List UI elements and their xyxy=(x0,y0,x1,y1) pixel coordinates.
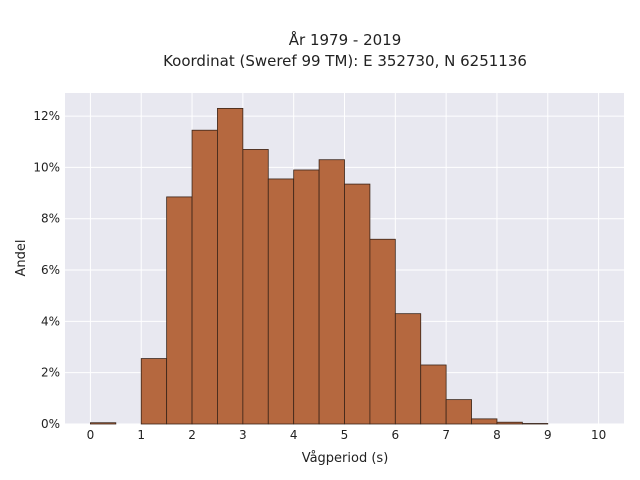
x-tick-label: 10 xyxy=(591,428,606,442)
x-tick-label: 3 xyxy=(239,428,247,442)
histogram-bar xyxy=(394,313,422,425)
y-tick-label: 4% xyxy=(41,314,60,328)
x-tick-label: 9 xyxy=(544,428,552,442)
histogram-bar xyxy=(318,159,345,425)
y-tick-label: 10% xyxy=(33,160,60,174)
histogram-bar xyxy=(217,107,244,425)
y-axis-label: Andel xyxy=(14,240,29,277)
histogram-bar xyxy=(496,421,523,425)
histogram-bar xyxy=(420,364,447,425)
histogram-bar xyxy=(521,423,549,425)
y-tick-label: 12% xyxy=(33,109,60,123)
y-tick-label: 0% xyxy=(41,417,60,431)
histogram-bar xyxy=(471,418,498,425)
x-tick-label: 7 xyxy=(442,428,450,442)
histogram-bar xyxy=(369,238,396,425)
x-tick-label: 2 xyxy=(188,428,196,442)
chart-title-line1: År 1979 - 2019 xyxy=(289,30,402,49)
x-tick-label: 6 xyxy=(391,428,399,442)
histogram-bar xyxy=(293,169,320,425)
histogram-bar xyxy=(344,183,371,425)
histogram-bar xyxy=(242,149,269,425)
histogram-bar xyxy=(140,358,168,425)
bars xyxy=(90,107,549,425)
histogram-bar xyxy=(191,129,218,425)
chart-title-line2: Koordinat (Sweref 99 TM): E 352730, N 62… xyxy=(163,52,527,70)
x-tick-label: 1 xyxy=(137,428,145,442)
histogram-bar xyxy=(445,399,472,425)
y-tick-labels: 0% 2% 4% 6% 8% 10% 12% xyxy=(33,109,60,431)
y-tick-label: 8% xyxy=(41,212,60,226)
x-tick-labels: 0 1 2 3 4 5 6 7 8 9 10 xyxy=(87,428,607,442)
histogram-bar xyxy=(267,178,295,425)
histogram-bar xyxy=(166,196,193,425)
histogram-bar xyxy=(90,422,117,425)
x-tick-label: 4 xyxy=(290,428,298,442)
y-tick-label: 6% xyxy=(41,263,60,277)
y-tick-label: 2% xyxy=(41,366,60,380)
x-axis-label: Vågperiod (s) xyxy=(302,451,389,466)
x-tick-label: 5 xyxy=(341,428,349,442)
x-tick-label: 8 xyxy=(493,428,501,442)
x-tick-label: 0 xyxy=(87,428,95,442)
